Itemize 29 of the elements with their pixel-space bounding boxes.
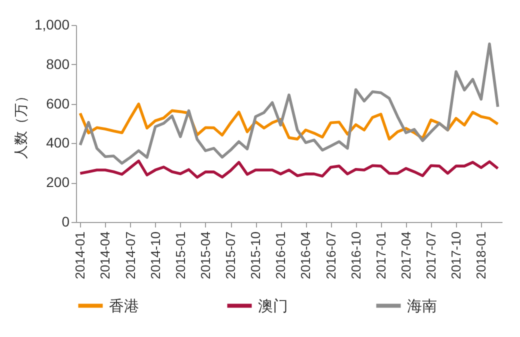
- x-tick-label: 2016-04: [298, 232, 314, 280]
- x-tick-label: 2017-07: [424, 232, 438, 280]
- x-tick-label: 2016-01: [273, 232, 288, 280]
- x-tick-label: 2014-01: [72, 232, 88, 280]
- line-series: [78, 42, 500, 165]
- x-tick-label: 2016-07: [323, 232, 338, 280]
- x-tick-label: 2017-01: [373, 232, 388, 280]
- y-tick-label: 600: [46, 95, 70, 112]
- x-tick-label: 2014-07: [122, 232, 138, 280]
- y-tick-label: 800: [46, 56, 70, 72]
- legend-label: 海南: [407, 298, 437, 315]
- x-tick-label: 2016-10: [348, 232, 364, 280]
- x-tick-label: 2015-01: [172, 232, 188, 280]
- y-tick-label: 400: [46, 134, 70, 151]
- x-tick-label: 2015-07: [223, 232, 238, 280]
- y-tick-label: 0: [62, 214, 70, 230]
- y-tick-label: 200: [46, 174, 70, 190]
- legend-label: 澳门: [258, 298, 288, 315]
- y-axis-title: 人数（万）: [12, 89, 28, 159]
- x-tick-label: 2015-10: [248, 232, 264, 280]
- x-tick-label: 2017-10: [448, 232, 464, 280]
- line-series: [78, 160, 500, 179]
- x-tick-label: 2015-04: [198, 232, 213, 280]
- x-tick-label: 2014-04: [98, 232, 113, 280]
- x-tick-label: 2014-10: [148, 232, 163, 280]
- x-tick-label: 2018-01: [474, 232, 489, 280]
- x-tick-label: 2017-04: [398, 232, 414, 280]
- y-tick-label: 1,000: [34, 16, 70, 32]
- legend-label: 香港: [109, 298, 139, 315]
